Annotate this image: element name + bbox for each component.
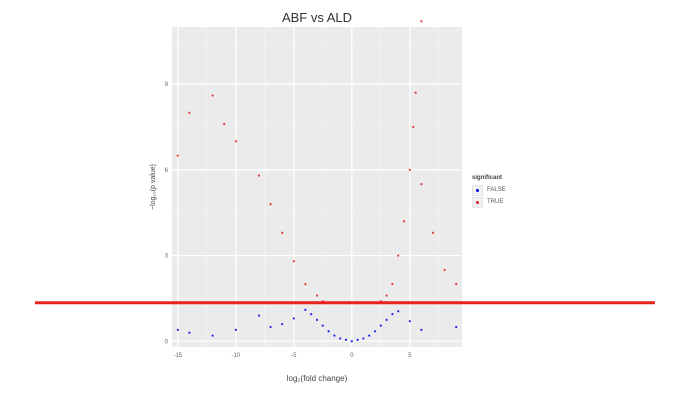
data-point-not-significant — [368, 334, 371, 337]
y-tick-label: 6 — [165, 168, 169, 174]
data-point-not-significant — [327, 330, 330, 333]
data-point-not-significant — [211, 334, 214, 337]
data-point-not-significant — [344, 338, 348, 341]
x-tick-label: 0 — [350, 353, 354, 359]
data-point-significant — [176, 154, 179, 157]
data-point-not-significant — [362, 337, 365, 340]
grid — [172, 27, 462, 347]
data-point-not-significant — [321, 324, 324, 327]
data-point-not-significant — [315, 318, 319, 321]
data-point-significant — [304, 283, 307, 286]
data-point-not-significant — [339, 337, 342, 340]
data-point-significant — [385, 294, 388, 297]
data-point-significant — [443, 268, 446, 271]
data-point-significant — [455, 283, 458, 286]
data-point-not-significant — [420, 328, 423, 331]
x-tick-label: -10 — [231, 353, 240, 359]
data-point-significant — [211, 94, 214, 97]
data-point-not-significant — [281, 323, 284, 326]
data-point-not-significant — [356, 338, 359, 341]
data-point-significant — [431, 231, 435, 234]
data-points — [176, 20, 458, 343]
data-point-not-significant — [373, 330, 377, 333]
legend-dot-true — [476, 200, 479, 204]
data-point-not-significant — [379, 324, 382, 327]
data-point-significant — [223, 123, 226, 126]
data-point-not-significant — [257, 314, 261, 317]
data-point-significant — [420, 183, 423, 186]
data-point-significant — [234, 140, 237, 143]
legend-item-true: TRUE — [472, 196, 506, 208]
y-tick-label: 3 — [165, 254, 169, 260]
legend-key-false — [472, 184, 483, 196]
legend-item-false: FALSE — [472, 184, 506, 196]
data-point-significant — [412, 125, 415, 129]
chart-title: ABF vs ALD — [281, 10, 353, 25]
data-point-significant — [402, 220, 406, 223]
legend-label-false: FALSE — [487, 187, 506, 193]
legend-dot-false — [476, 188, 479, 192]
data-point-not-significant — [350, 340, 353, 343]
data-point-not-significant — [304, 308, 307, 311]
x-tick-label: -15 — [173, 353, 182, 359]
data-point-not-significant — [333, 334, 336, 337]
data-point-not-significant — [176, 328, 179, 331]
data-point-significant — [188, 111, 191, 114]
data-point-not-significant — [188, 331, 191, 334]
y-axis-label: −log₁₀(p value) — [150, 164, 157, 210]
data-point-significant — [257, 174, 261, 177]
data-point-not-significant — [385, 318, 388, 321]
data-point-not-significant — [269, 325, 272, 329]
data-point-not-significant — [455, 325, 458, 329]
x-tick-label: 5 — [408, 353, 412, 359]
ticks: -15 -10 -5 0 5 0 3 6 9 — [165, 82, 412, 359]
data-point-significant — [414, 91, 417, 94]
data-point-significant — [391, 283, 394, 286]
x-tick-label: -5 — [291, 353, 297, 359]
data-point-significant — [281, 231, 284, 234]
legend-title: significant — [472, 175, 503, 181]
data-point-not-significant — [234, 328, 237, 331]
legend-label-true: TRUE — [487, 199, 504, 205]
plot-panel — [172, 27, 462, 347]
data-point-not-significant — [310, 313, 313, 316]
y-tick-label: 9 — [165, 82, 169, 88]
data-point-significant — [292, 260, 295, 263]
y-tick-label: 0 — [165, 339, 169, 345]
data-point-not-significant — [391, 313, 394, 316]
x-axis-label: log₂(fold change) — [287, 374, 348, 383]
data-point-significant — [269, 203, 272, 206]
data-point-significant — [397, 254, 400, 257]
data-point-significant — [420, 20, 423, 23]
legend-key-true — [472, 196, 483, 208]
legend: significant FALSE TRUE — [472, 175, 506, 208]
data-point-not-significant — [408, 320, 411, 323]
data-point-not-significant — [292, 317, 295, 320]
data-point-significant — [408, 168, 411, 171]
data-point-significant — [315, 294, 319, 297]
data-point-not-significant — [397, 310, 400, 313]
